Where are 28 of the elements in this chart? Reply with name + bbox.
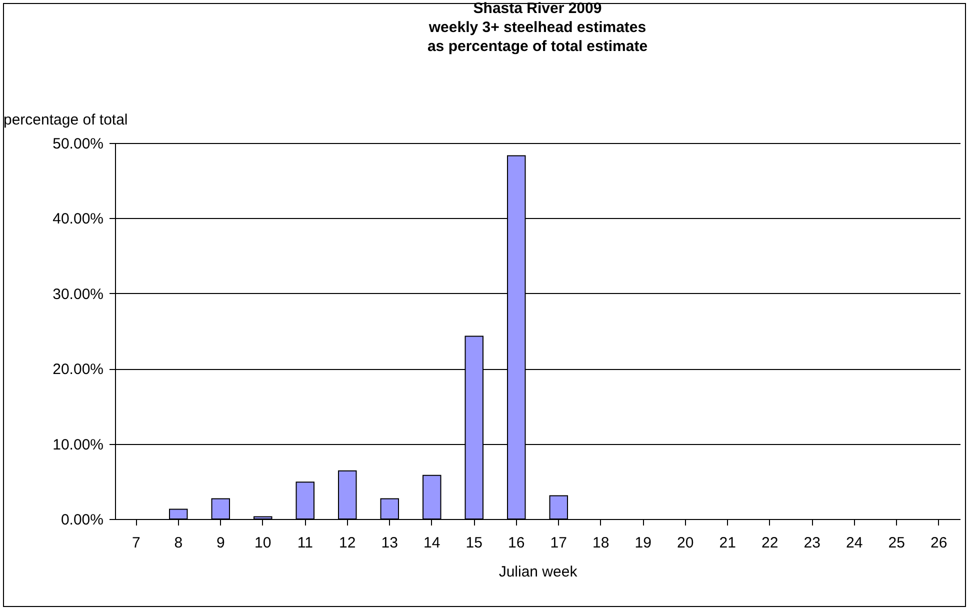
x-tick-label: 14 [424, 534, 440, 552]
x-tick-label: 7 [132, 534, 140, 552]
x-tick-label: 19 [634, 534, 652, 552]
x-tick-label: 17 [550, 534, 567, 552]
y-tick-label: 10.00% [52, 436, 104, 454]
x-tick-label: 12 [339, 534, 356, 552]
x-tick-label: 24 [846, 534, 863, 552]
x-tick-label: 18 [592, 534, 610, 552]
x-tick-label: 8 [174, 534, 183, 552]
x-axis-title: Julian week [498, 564, 578, 580]
x-tick-label: 13 [381, 534, 398, 552]
x-tick-label: 21 [719, 534, 736, 552]
x-tick-label: 25 [888, 534, 905, 552]
x-tick-label: 26 [930, 534, 948, 552]
y-tick-label: 50.00% [52, 136, 104, 152]
x-tick-label: 20 [677, 534, 694, 552]
x-tick-label: 11 [297, 534, 313, 552]
x-tick-label: 10 [254, 534, 272, 552]
y-tick-label: 0.00% [60, 512, 104, 528]
y-tick-label: 40.00% [52, 210, 104, 228]
x-tick-label: 16 [508, 534, 525, 552]
x-tick-label: 15 [466, 534, 482, 552]
x-tick-label: 23 [804, 534, 820, 552]
y-tick-label: 20.00% [52, 361, 104, 378]
x-tick-label: 22 [762, 534, 778, 552]
x-tick-label: 9 [216, 534, 225, 552]
y-tick-label: 30.00% [52, 286, 104, 303]
y-axis-title: percentage of total [4, 112, 128, 128]
